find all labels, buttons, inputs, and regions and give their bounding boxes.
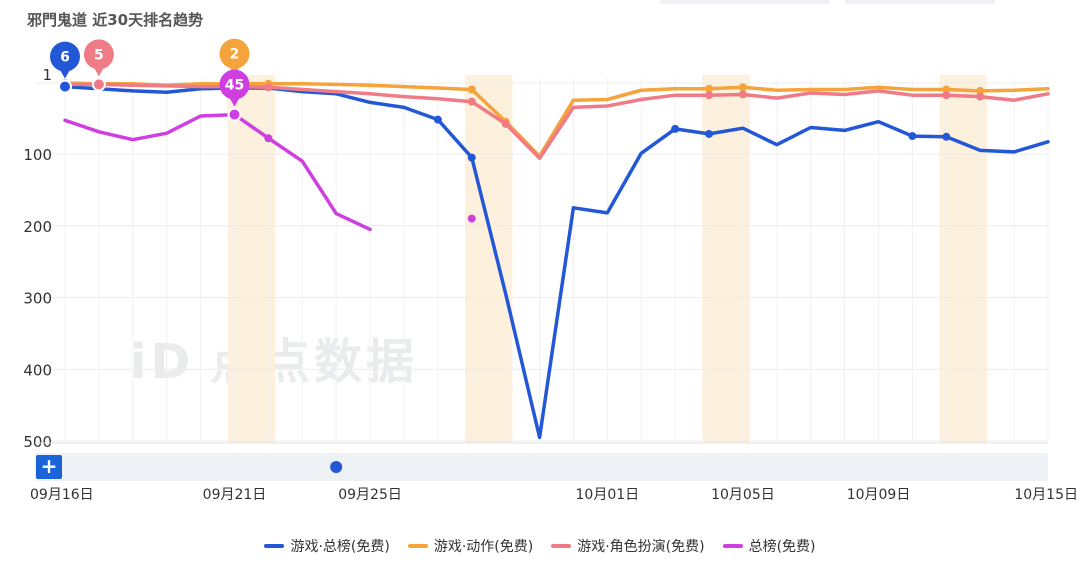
series-point-2 — [705, 91, 714, 100]
y-tick-label: 500 — [23, 433, 52, 451]
pin-anchor-0 — [58, 79, 72, 94]
x-tick-label: 09月16日 — [30, 487, 94, 503]
series-point-2 — [467, 97, 476, 106]
x-tick-label: 10月05日 — [711, 487, 775, 503]
series-point-1 — [738, 83, 747, 92]
y-tick-label: 200 — [23, 218, 52, 236]
x-tick-label: 10月01日 — [576, 487, 640, 503]
pin-label-2: 2 — [230, 47, 240, 63]
series-point-2 — [501, 119, 510, 128]
series-point-1 — [467, 85, 476, 94]
legend-item-3[interactable]: 总榜(免费) — [722, 536, 816, 556]
legend-label: 总榜(免费) — [748, 539, 816, 555]
legend-swatch — [264, 544, 285, 548]
pin-label-1: 5 — [94, 47, 104, 63]
legend-item-0[interactable]: 游戏·总榜(免费) — [264, 536, 390, 556]
series-point-1 — [976, 86, 985, 95]
chart-title: 邪門鬼道 近30天排名趋势 — [27, 11, 204, 29]
legend-label: 游戏·动作(免费) — [433, 539, 534, 555]
legend-item-2[interactable]: 游戏·角色扮演(免费) — [551, 536, 705, 556]
legend-label: 游戏·角色扮演(免费) — [577, 539, 705, 555]
series-isolated-point-3 — [467, 214, 476, 223]
highlight-band-1 — [464, 75, 513, 443]
y-tick-label: 300 — [23, 290, 52, 308]
series-point-0 — [942, 132, 951, 141]
range-slider-add-button[interactable]: + — [36, 455, 62, 479]
legend-swatch — [407, 544, 428, 548]
pin-label-0: 6 — [60, 50, 70, 66]
watermark-logo-mark: iD — [130, 334, 194, 390]
y-tick-label: 1 — [42, 66, 52, 84]
series-point-0 — [467, 153, 476, 162]
series-line-2 — [63, 82, 1050, 161]
series-point-0 — [671, 124, 680, 133]
top-toolbar-strip-right — [845, 0, 995, 4]
series-point-1 — [942, 85, 951, 94]
pin-bubble-1 — [83, 39, 114, 70]
x-tick-label: 10月15日 — [1014, 487, 1078, 503]
series-point-2 — [976, 92, 985, 101]
top-toolbar-strip-left — [660, 0, 830, 4]
series-point-1 — [705, 84, 714, 93]
pin-anchor-1 — [91, 77, 106, 92]
series-point-2 — [264, 83, 273, 92]
series-point-2 — [738, 90, 747, 99]
legend-swatch — [722, 544, 743, 548]
series-point-0 — [705, 129, 714, 138]
legend-item-1[interactable]: 游戏·动作(免费) — [407, 536, 534, 556]
series-point-2 — [942, 91, 951, 100]
pin-bubble-2 — [219, 38, 250, 69]
chart-legend: 游戏·总榜(免费) 游戏·动作(免费) 游戏·角色扮演(免费) 总榜(免费) — [0, 536, 1080, 556]
legend-label: 游戏·总榜(免费) — [290, 539, 390, 555]
y-tick-label: 100 — [23, 146, 52, 164]
x-tick-label: 10月09日 — [847, 487, 911, 503]
y-tick-label: 400 — [23, 361, 52, 379]
range-slider-handle — [330, 461, 343, 473]
pin-label-3: 45 — [225, 78, 244, 94]
x-tick-label: 09月21日 — [203, 487, 267, 503]
range-slider-track — [35, 453, 1048, 481]
legend-swatch — [551, 544, 572, 548]
pin-bubble-0 — [50, 41, 80, 72]
series-line-3 — [63, 112, 372, 232]
pin-anchor-3 — [227, 107, 242, 122]
series-point-0 — [433, 115, 442, 124]
series-point-0 — [908, 132, 917, 141]
pin-bubble-3 — [219, 69, 250, 100]
series-point-3 — [264, 134, 273, 143]
x-tick-label: 09月25日 — [338, 487, 402, 503]
